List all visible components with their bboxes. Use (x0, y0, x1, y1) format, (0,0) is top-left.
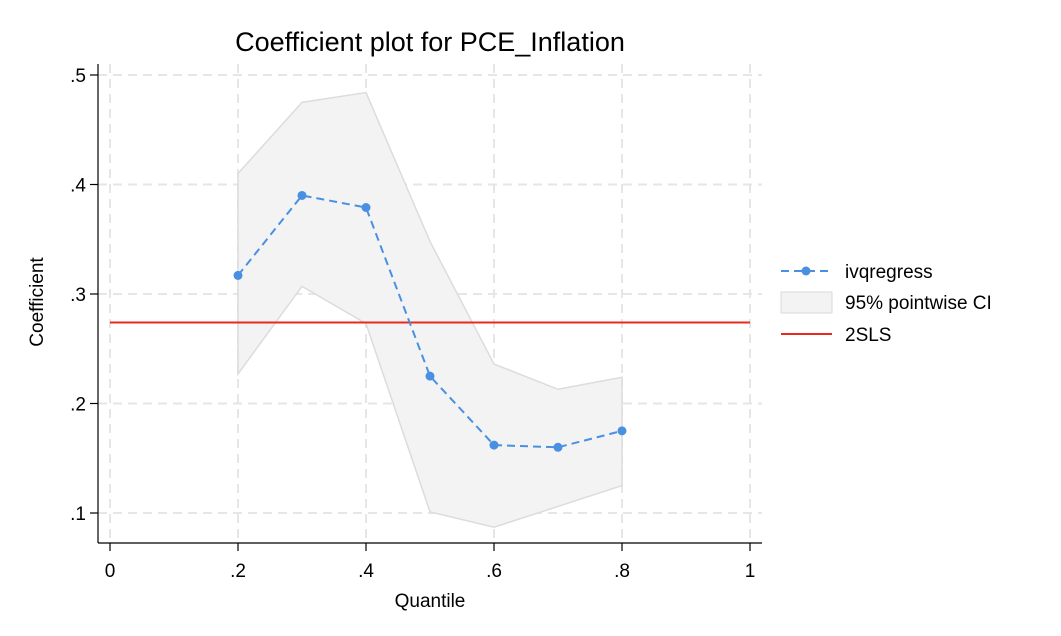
x-axis-label: Quantile (395, 591, 466, 612)
ivqregress-point (297, 190, 307, 200)
y-axis-label: Coefficient (27, 257, 48, 347)
ivqregress-point (425, 371, 435, 381)
ivqregress-point (361, 202, 371, 212)
ivqregress-point (233, 270, 243, 280)
x-tick-label: 0 (105, 561, 116, 582)
x-tick-label: .8 (614, 561, 630, 582)
legend-ivqregress-marker (801, 266, 811, 276)
ivqregress-point (489, 440, 499, 450)
x-tick-label: .6 (486, 561, 502, 582)
legend-ci-label: 95% pointwise CI (845, 293, 992, 314)
y-tick-label: .2 (70, 395, 86, 416)
axes (90, 64, 762, 551)
x-tick-label: .2 (230, 561, 246, 582)
y-tick-label: .4 (70, 176, 86, 197)
ivqregress-point (617, 426, 627, 436)
legend-ci-swatch (780, 291, 833, 314)
tick-labels: 0 .2 .4 .6 .8 1 .1 .2 .3 .4 .5 (70, 66, 755, 582)
y-tick-label: .5 (70, 66, 86, 87)
legend: ivqregress 95% pointwise CI 2SLS (780, 262, 992, 346)
x-tick-label: .4 (358, 561, 374, 582)
y-tick-label: .1 (70, 504, 86, 525)
legend-ivqregress-label: ivqregress (845, 262, 933, 283)
x-tick-label: 1 (745, 561, 756, 582)
legend-2sls-label: 2SLS (845, 325, 891, 346)
chart-title: Coefficient plot for PCE_Inflation (235, 27, 625, 57)
ivqregress-point (553, 442, 563, 452)
ivqregress-series (233, 190, 627, 452)
y-tick-label: .3 (70, 285, 86, 306)
